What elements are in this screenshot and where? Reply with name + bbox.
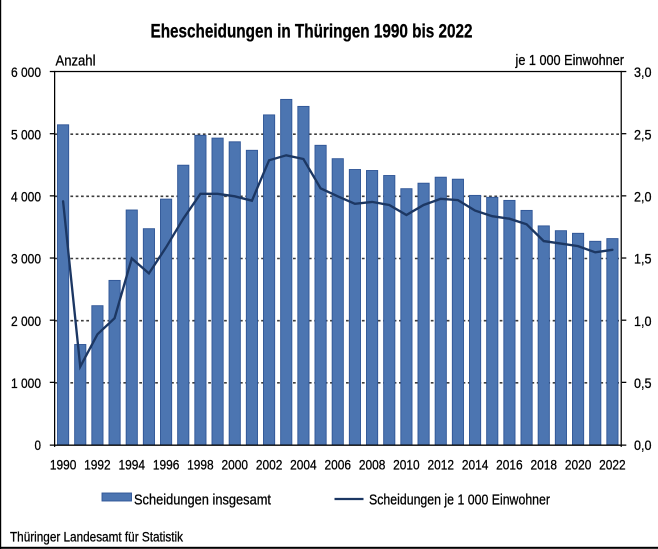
svg-text:2012: 2012 xyxy=(428,456,455,472)
svg-text:4 000: 4 000 xyxy=(11,188,41,204)
svg-text:6 000: 6 000 xyxy=(11,64,41,80)
svg-text:2006: 2006 xyxy=(325,456,352,472)
svg-text:0: 0 xyxy=(35,437,42,453)
svg-text:je 1 000 Einwohner: je 1 000 Einwohner xyxy=(515,53,625,69)
svg-text:1994: 1994 xyxy=(119,456,146,472)
svg-text:Anzahl: Anzahl xyxy=(56,53,96,69)
svg-text:2020: 2020 xyxy=(565,456,592,472)
svg-text:2016: 2016 xyxy=(496,456,523,472)
svg-text:2,0: 2,0 xyxy=(634,188,652,204)
svg-text:1992: 1992 xyxy=(84,456,111,472)
svg-text:Ehescheidungen in Thüringen 19: Ehescheidungen in Thüringen 1990 bis 202… xyxy=(151,21,473,42)
svg-text:2002: 2002 xyxy=(256,456,283,472)
svg-text:0,0: 0,0 xyxy=(634,437,652,453)
svg-text:1,5: 1,5 xyxy=(634,251,652,267)
svg-text:3 000: 3 000 xyxy=(11,251,41,267)
svg-text:1998: 1998 xyxy=(187,456,214,472)
svg-text:2018: 2018 xyxy=(531,456,558,472)
svg-text:0,5: 0,5 xyxy=(634,375,652,391)
svg-text:2004: 2004 xyxy=(290,456,317,472)
svg-text:2000: 2000 xyxy=(222,456,249,472)
svg-text:2010: 2010 xyxy=(393,456,420,472)
svg-text:3,0: 3,0 xyxy=(634,64,652,80)
svg-text:1,0: 1,0 xyxy=(634,313,652,329)
svg-text:Thüringer Landesamt für Statis: Thüringer Landesamt für Statistik xyxy=(10,528,184,544)
svg-text:2008: 2008 xyxy=(359,456,386,472)
svg-text:2,5: 2,5 xyxy=(634,126,652,142)
svg-text:1990: 1990 xyxy=(50,456,77,472)
svg-text:Scheidungen insgesamt: Scheidungen insgesamt xyxy=(134,493,271,509)
svg-text:2 000: 2 000 xyxy=(11,313,41,329)
svg-text:2022: 2022 xyxy=(599,456,626,472)
svg-text:5 000: 5 000 xyxy=(11,126,41,142)
svg-text:1 000: 1 000 xyxy=(11,375,41,391)
svg-text:1996: 1996 xyxy=(153,456,180,472)
svg-text:Scheidungen je 1 000 Einwohner: Scheidungen je 1 000 Einwohner xyxy=(369,493,550,509)
svg-text:2014: 2014 xyxy=(462,456,489,472)
